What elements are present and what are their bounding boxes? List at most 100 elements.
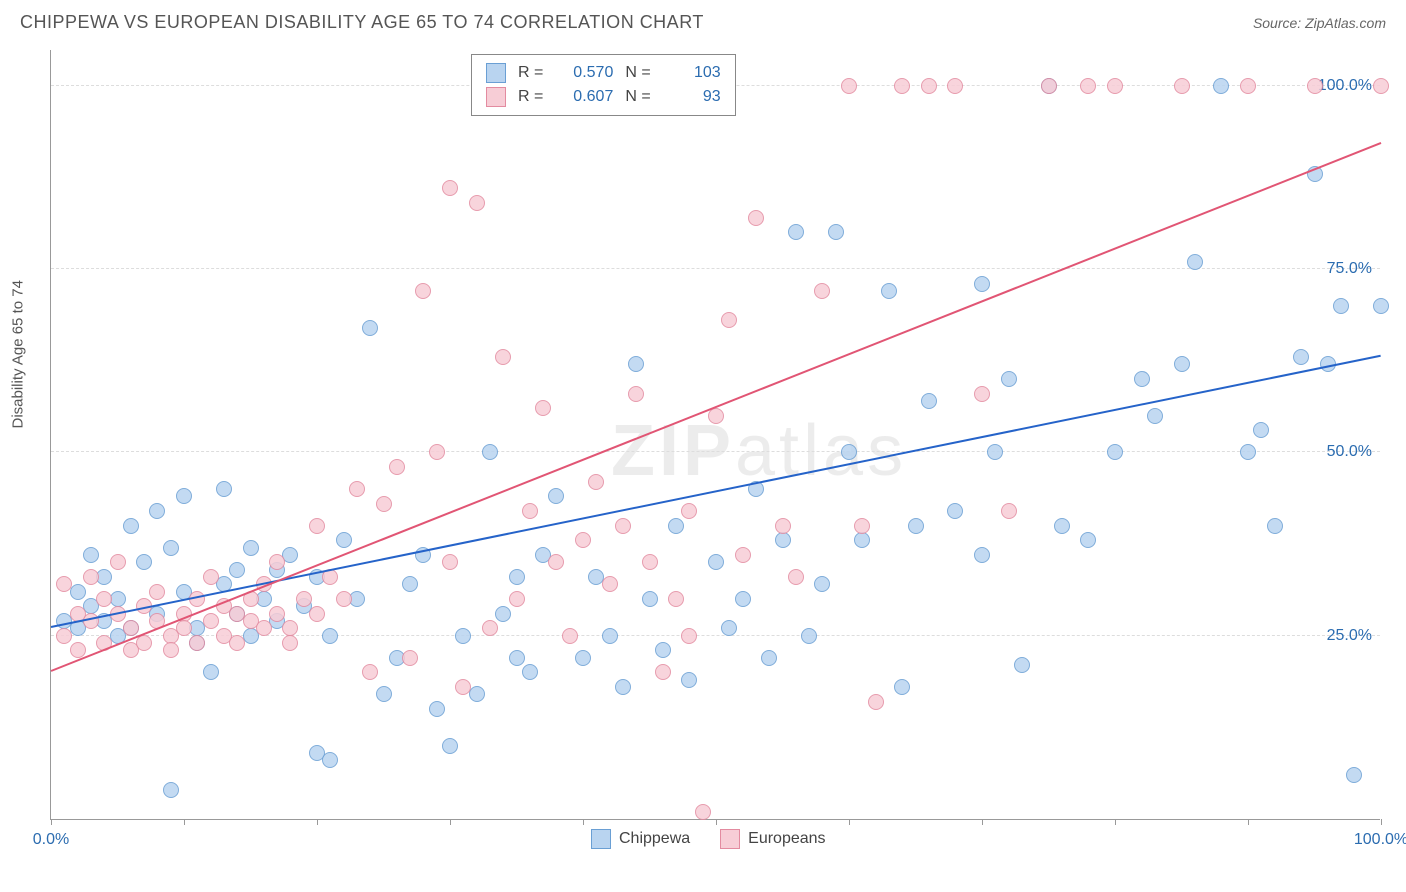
scatter-point [442,180,458,196]
scatter-point [761,650,777,666]
stats-legend: R =0.570N =103R =0.607N =93 [471,54,736,116]
scatter-point [455,679,471,695]
stat-r-value: 0.570 [555,64,613,82]
scatter-point [655,642,671,658]
scatter-chart: ZIPatlas 25.0%50.0%75.0%100.0%0.0%100.0%… [50,50,1380,820]
scatter-point [1187,254,1203,270]
scatter-point [921,78,937,94]
stat-n-label: N = [625,88,650,106]
x-tick [716,819,717,825]
scatter-point [203,613,219,629]
scatter-point [415,283,431,299]
stat-r-label: R = [518,64,543,82]
scatter-point [788,569,804,585]
scatter-point [243,540,259,556]
scatter-point [203,569,219,585]
x-tick [184,819,185,825]
scatter-point [509,591,525,607]
scatter-point [229,562,245,578]
scatter-point [495,349,511,365]
scatter-point [362,320,378,336]
scatter-point [615,679,631,695]
scatter-point [695,804,711,820]
x-tick-label: 100.0% [1354,831,1406,849]
trend-line [51,355,1381,628]
scatter-point [775,518,791,534]
x-tick [1381,819,1382,825]
scatter-point [163,782,179,798]
scatter-point [894,679,910,695]
scatter-point [788,224,804,240]
scatter-point [1054,518,1070,534]
scatter-point [269,554,285,570]
y-axis-label: Disability Age 65 to 74 [10,280,27,428]
x-tick [317,819,318,825]
scatter-point [735,591,751,607]
bottom-legend: ChippewaEuropeans [591,829,826,849]
scatter-point [522,664,538,680]
scatter-point [442,738,458,754]
x-tick [583,819,584,825]
scatter-point [628,386,644,402]
scatter-point [189,635,205,651]
scatter-point [575,650,591,666]
grid-line [51,451,1380,452]
y-tick-label: 25.0% [1327,627,1372,645]
scatter-point [642,591,658,607]
scatter-point [1307,78,1323,94]
scatter-point [562,628,578,644]
scatter-point [681,503,697,519]
scatter-point [987,444,1003,460]
legend-item: Europeans [720,829,825,849]
scatter-point [149,503,165,519]
scatter-point [1080,532,1096,548]
scatter-point [1346,767,1362,783]
scatter-point [921,393,937,409]
scatter-point [681,628,697,644]
scatter-point [229,635,245,651]
y-tick-label: 50.0% [1327,443,1372,461]
scatter-point [176,488,192,504]
y-tick-label: 75.0% [1327,260,1372,278]
scatter-point [1213,78,1229,94]
scatter-point [322,628,338,644]
scatter-point [588,474,604,490]
scatter-point [389,459,405,475]
scatter-point [163,642,179,658]
stat-r-value: 0.607 [555,88,613,106]
scatter-point [894,78,910,94]
scatter-point [1134,371,1150,387]
scatter-point [336,591,352,607]
chart-title: CHIPPEWA VS EUROPEAN DISABILITY AGE 65 T… [20,12,704,33]
scatter-point [429,701,445,717]
scatter-point [721,312,737,328]
scatter-point [947,78,963,94]
scatter-point [602,628,618,644]
scatter-point [336,532,352,548]
scatter-point [282,620,298,636]
scatter-point [296,591,312,607]
scatter-point [602,576,618,592]
scatter-point [1001,371,1017,387]
x-tick [450,819,451,825]
scatter-point [110,554,126,570]
scatter-point [854,518,870,534]
scatter-point [615,518,631,534]
scatter-point [868,694,884,710]
scatter-point [376,496,392,512]
stat-n-value: 93 [663,88,721,106]
y-tick-label: 100.0% [1318,77,1372,95]
scatter-point [854,532,870,548]
scatter-point [56,576,72,592]
scatter-point [974,276,990,292]
scatter-point [1107,78,1123,94]
scatter-point [123,620,139,636]
legend-swatch [486,63,506,83]
scatter-point [668,518,684,534]
x-tick [1115,819,1116,825]
scatter-point [509,650,525,666]
scatter-point [149,584,165,600]
scatter-point [402,576,418,592]
scatter-point [362,664,378,680]
scatter-point [841,78,857,94]
